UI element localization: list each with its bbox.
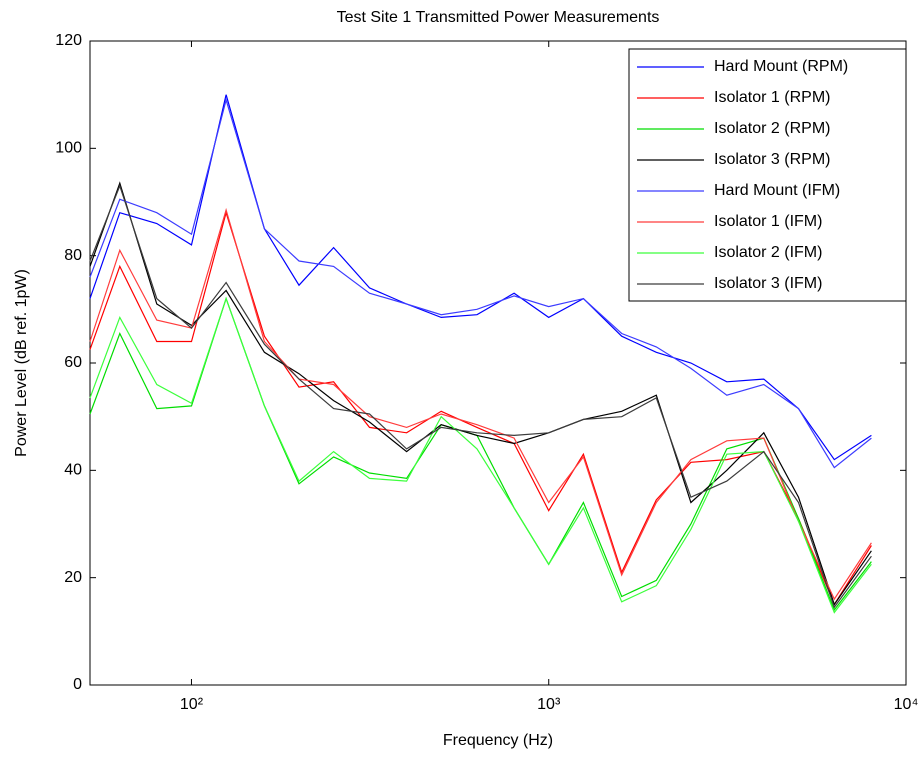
y-tick-label: 40: [64, 462, 82, 479]
x-axis-label: Frequency (Hz): [443, 732, 553, 749]
y-tick-label: 80: [64, 247, 82, 264]
legend-label: Isolator 3 (RPM): [714, 151, 830, 168]
y-tick-label: 120: [55, 32, 82, 49]
legend-label: Isolator 1 (IFM): [714, 213, 822, 230]
legend-label: Isolator 1 (RPM): [714, 89, 830, 106]
x-tick-label: 10³: [537, 696, 561, 713]
series-line: [89, 181, 872, 606]
series-line: [89, 296, 872, 614]
series-line: [89, 207, 872, 601]
y-tick-label: 100: [55, 140, 82, 157]
series-line: [89, 210, 872, 606]
y-tick-label: 0: [73, 676, 82, 693]
y-axis-label: Power Level (dB ref. 1pW): [13, 269, 30, 457]
legend-label: Hard Mount (RPM): [714, 58, 848, 75]
x-tick-label: 10⁴: [894, 696, 919, 713]
legend-label: Isolator 3 (IFM): [714, 275, 822, 292]
chart-title: Test Site 1 Transmitted Power Measuremen…: [337, 9, 660, 26]
legend-label: Hard Mount (IFM): [714, 182, 840, 199]
legend-box: [628, 48, 907, 302]
series-line: [89, 97, 872, 469]
series-line: [89, 184, 872, 609]
legend-label: Isolator 2 (RPM): [714, 120, 830, 137]
legend-label: Isolator 2 (IFM): [714, 244, 822, 261]
y-tick-label: 20: [64, 569, 82, 586]
y-tick-label: 60: [64, 354, 82, 371]
x-tick-label: 10²: [180, 696, 204, 713]
